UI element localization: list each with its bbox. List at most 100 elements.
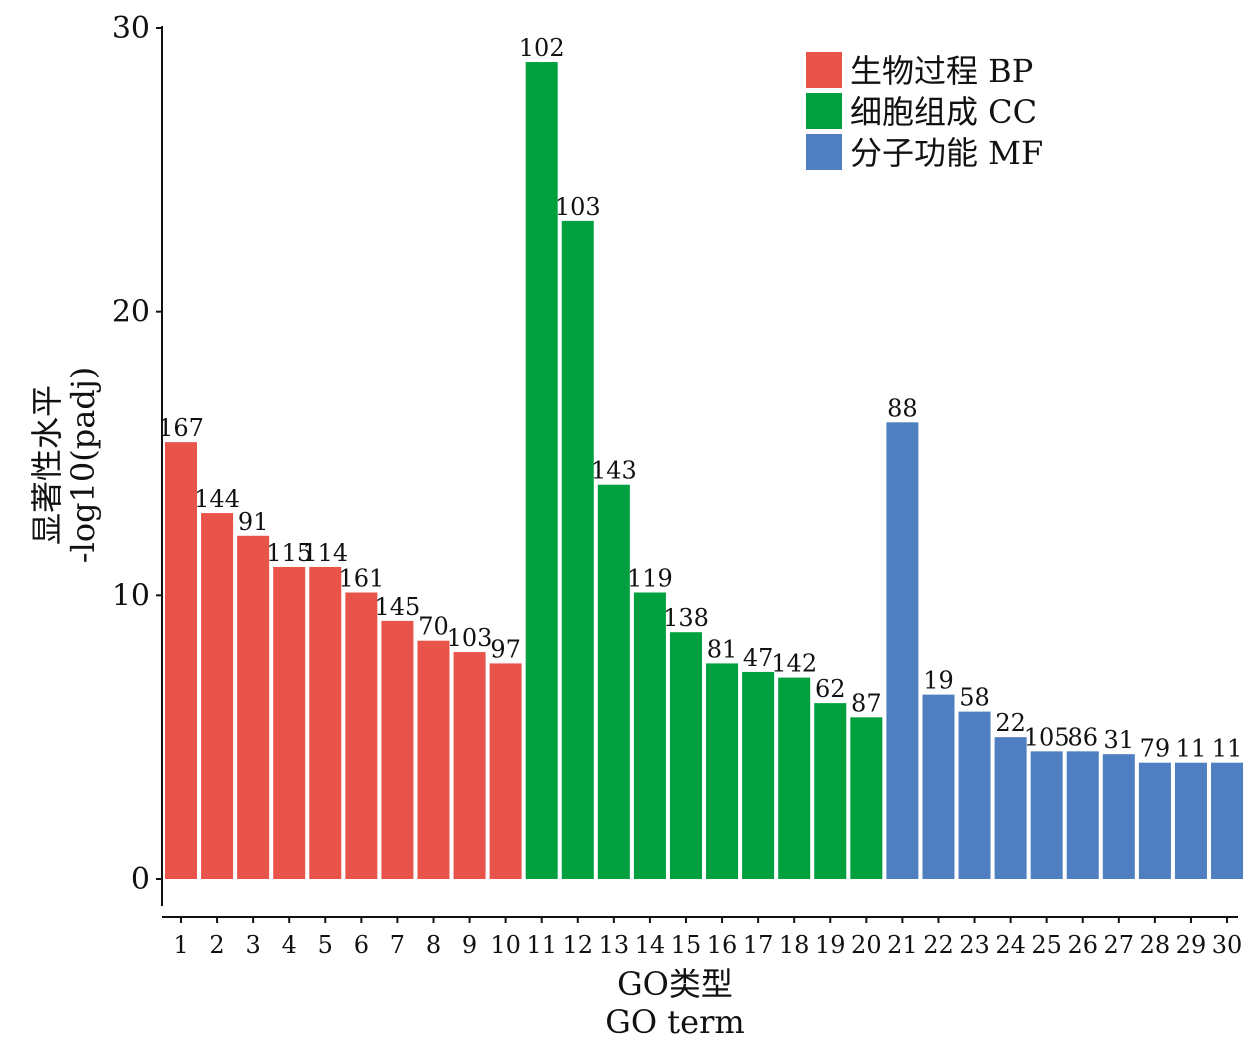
bar-20 (850, 717, 883, 879)
data-label-29: 11 (1176, 735, 1207, 763)
data-label-24: 22 (995, 709, 1026, 737)
data-label-2: 144 (194, 485, 240, 513)
y-tick-label-30: 30 (112, 11, 150, 46)
x-tick-label-14: 14 (635, 931, 666, 959)
x-tick-label-23: 23 (959, 931, 990, 959)
bar-15 (669, 632, 702, 879)
x-ticks: 1 2 3 4 5 6 7 8 9 10 11 12 13 14 15 16 17 18 19 20 21 22 23 24 2… (173, 917, 1242, 959)
bar-28 (1138, 762, 1171, 879)
data-label-22: 19 (923, 667, 954, 695)
x-tick-label-30: 30 (1212, 931, 1243, 959)
data-label-14: 119 (627, 564, 673, 592)
bar-18 (778, 677, 811, 879)
x-tick-label-19: 19 (815, 931, 846, 959)
x-tick-label-12: 12 (562, 931, 593, 959)
x-tick-label-26: 26 (1067, 931, 1098, 959)
bar-14 (633, 592, 666, 879)
bar-10 (489, 663, 522, 879)
bar-30 (1211, 762, 1244, 879)
legend-label-1: 细胞组成 CC (850, 93, 1037, 131)
bar-5 (309, 566, 342, 879)
y-axis-label-en: -log10(padj) (64, 367, 102, 563)
x-tick-label-2: 2 (209, 931, 224, 959)
data-label-5: 114 (302, 539, 348, 567)
data-label-27: 31 (1104, 726, 1135, 754)
x-tick-label-27: 27 (1104, 931, 1135, 959)
bar-19 (814, 703, 847, 879)
x-tick-label-15: 15 (671, 931, 702, 959)
x-tick-label-29: 29 (1176, 931, 1207, 959)
bar-29 (1174, 762, 1207, 879)
data-label-21: 88 (887, 394, 918, 422)
x-tick-label-25: 25 (1031, 931, 1062, 959)
data-label-4: 115 (266, 539, 312, 567)
data-label-28: 79 (1140, 735, 1171, 763)
bar-4 (273, 566, 306, 879)
x-tick-label-13: 13 (599, 931, 630, 959)
x-tick-label-10: 10 (490, 931, 521, 959)
legend-swatch-0 (806, 52, 842, 88)
data-label-26: 86 (1067, 723, 1098, 751)
bar-2 (201, 513, 234, 879)
bars (165, 62, 1244, 880)
x-tick-label-5: 5 (318, 931, 333, 959)
bar-3 (237, 535, 270, 879)
bar-16 (706, 663, 739, 879)
data-label-7: 145 (375, 593, 421, 621)
y-tick-label-0: 0 (131, 862, 150, 897)
x-tick-label-3: 3 (245, 931, 260, 959)
x-tick-label-17: 17 (743, 931, 774, 959)
x-axis-label-en: GO term (605, 1003, 744, 1041)
legend-label-0: 生物过程 BP (850, 52, 1033, 90)
data-label-8: 70 (418, 613, 449, 641)
x-tick-label-18: 18 (779, 931, 810, 959)
data-label-17: 47 (743, 644, 774, 672)
y-tick-label-10: 10 (112, 578, 150, 613)
bar-9 (453, 652, 486, 879)
data-label-9: 103 (447, 624, 493, 652)
y-axis-label-cn: 显著性水平 (28, 385, 66, 545)
bar-24 (994, 737, 1027, 879)
bar-6 (345, 592, 378, 879)
legend-swatch-1 (806, 93, 842, 129)
data-labels: 1671449111511416114570103971021031431191… (158, 34, 1242, 763)
data-label-16: 81 (707, 635, 738, 663)
bar-21 (886, 422, 919, 879)
legend-label-2: 分子功能 MF (850, 134, 1043, 172)
bar-7 (381, 620, 414, 879)
x-axis-label-cn: GO类型 (617, 965, 733, 1003)
bar-12 (561, 220, 594, 880)
bar-17 (742, 671, 775, 879)
data-label-25: 105 (1024, 723, 1070, 751)
bar-11 (525, 62, 558, 880)
data-label-10: 97 (490, 635, 521, 663)
x-tick-label-21: 21 (887, 931, 918, 959)
y-tick-label-20: 20 (112, 295, 150, 330)
x-tick-label-7: 7 (390, 931, 405, 959)
data-label-18: 142 (771, 650, 817, 678)
bar-23 (958, 711, 991, 879)
bar-27 (1102, 754, 1135, 879)
x-tick-label-6: 6 (354, 931, 369, 959)
x-tick-label-22: 22 (923, 931, 954, 959)
bar-22 (922, 694, 955, 879)
data-label-19: 62 (815, 675, 846, 703)
legend-swatch-2 (806, 134, 842, 170)
y-ticks: 0 10 20 30 (112, 11, 162, 897)
x-tick-label-1: 1 (173, 931, 188, 959)
data-label-13: 143 (591, 457, 637, 485)
bar-26 (1066, 751, 1099, 879)
bar-1 (165, 442, 197, 879)
data-label-30: 11 (1212, 735, 1243, 763)
data-label-3: 91 (238, 508, 269, 536)
data-label-20: 87 (851, 689, 882, 717)
data-label-1: 167 (158, 414, 204, 442)
x-tick-label-9: 9 (462, 931, 477, 959)
bar-25 (1030, 751, 1063, 879)
data-label-15: 138 (663, 604, 709, 632)
bar-8 (417, 640, 450, 879)
bar-13 (597, 484, 630, 879)
x-tick-label-28: 28 (1140, 931, 1171, 959)
